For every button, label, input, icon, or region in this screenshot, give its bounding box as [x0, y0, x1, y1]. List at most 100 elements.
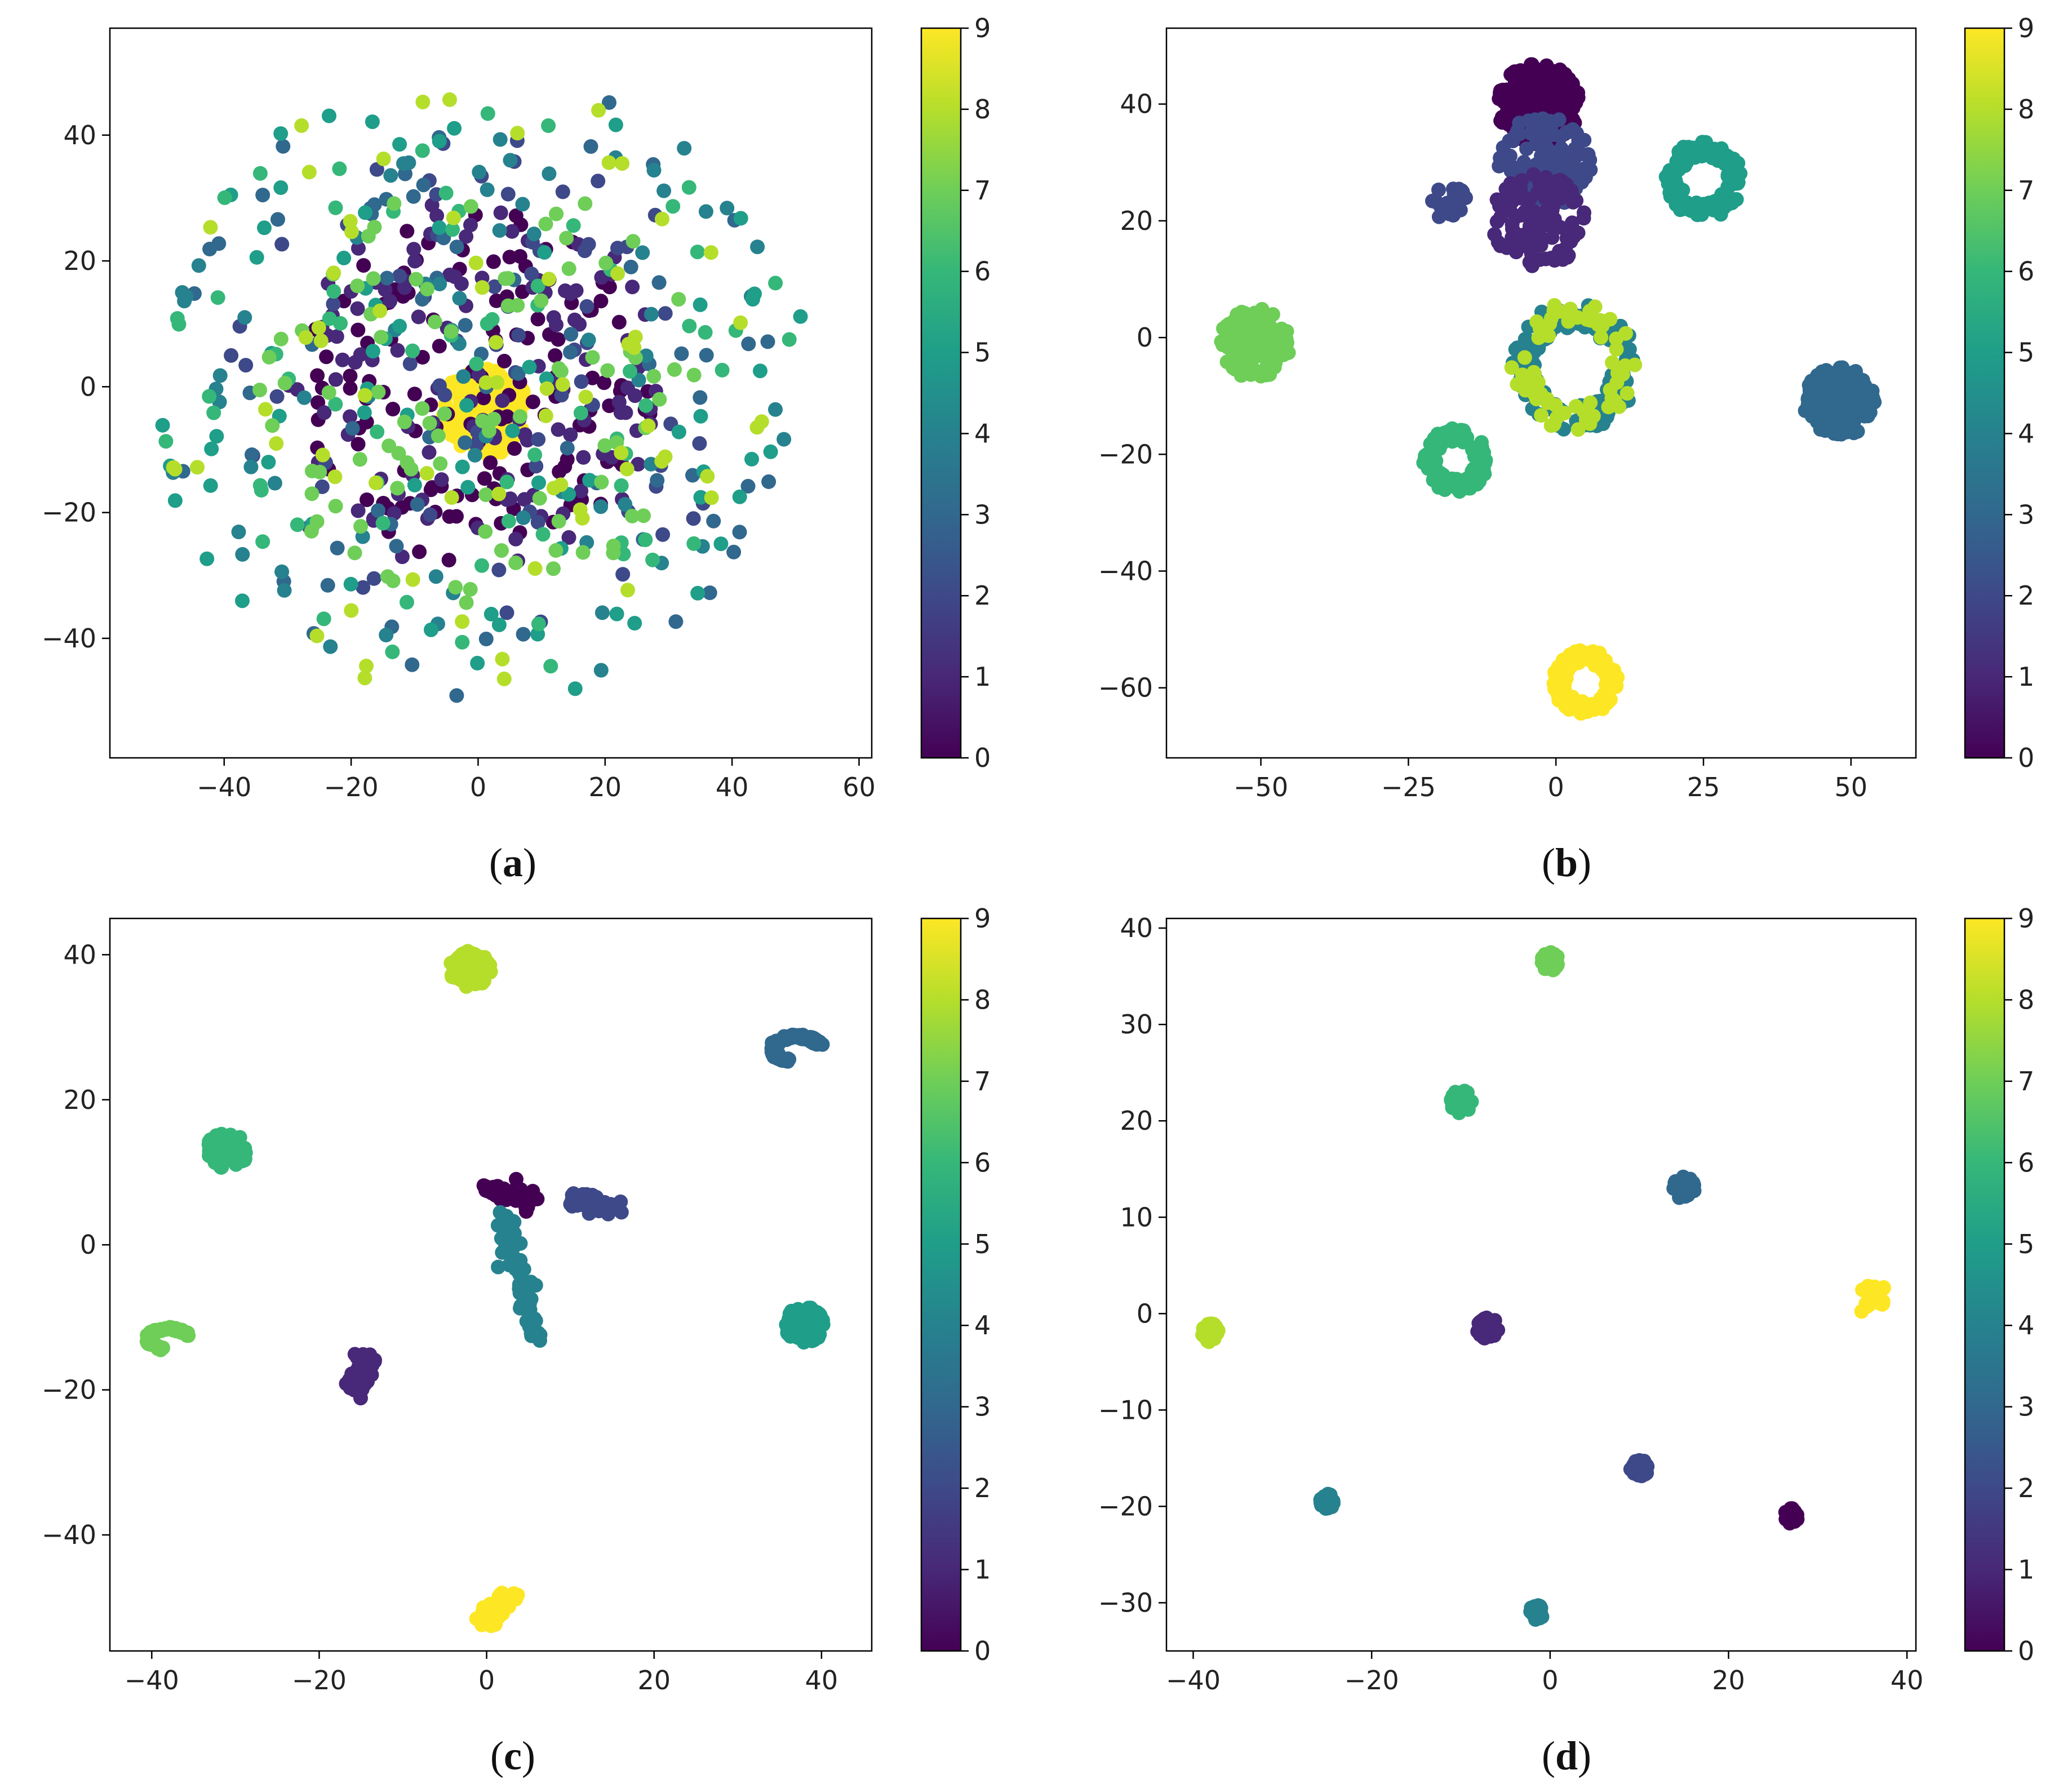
data-point	[224, 348, 239, 363]
data-point	[304, 486, 320, 501]
data-point	[1265, 307, 1280, 322]
data-point	[777, 432, 792, 447]
data-point	[1814, 364, 1830, 379]
panel-b-x-ticks: −50 −25 0 25 50	[1234, 758, 1867, 802]
data-point	[502, 250, 517, 265]
data-point	[538, 409, 553, 423]
data-point	[458, 318, 473, 333]
data-point	[360, 492, 374, 507]
data-point	[203, 478, 218, 493]
data-point	[726, 544, 742, 560]
colorbar-tick-label: 5	[2018, 1229, 2034, 1259]
data-point	[449, 239, 464, 255]
data-point	[1431, 183, 1446, 197]
data-point	[317, 405, 332, 420]
data-point	[235, 547, 250, 562]
data-point	[1523, 57, 1538, 72]
colorbar-tick-label: 4	[2018, 418, 2034, 449]
colorbar-tick-label: 4	[974, 418, 991, 449]
data-point	[566, 218, 581, 233]
colorbar-tick-label: 9	[2018, 903, 2034, 934]
data-point	[575, 545, 591, 560]
data-point	[499, 605, 514, 620]
data-point	[1579, 704, 1595, 719]
panel-c-plot-frame	[109, 917, 873, 1652]
data-point	[1612, 399, 1627, 414]
data-point	[434, 472, 449, 487]
data-point	[190, 460, 205, 475]
data-point	[329, 329, 344, 344]
panel-b-colorbar-ticks: 0 1 2 3 4 5 6 7 8 9	[2004, 13, 2034, 773]
data-point	[1493, 150, 1508, 166]
x-tick-label: 0	[478, 1665, 495, 1695]
data-point	[614, 445, 629, 460]
data-point	[702, 585, 717, 600]
data-point	[406, 189, 421, 204]
data-point	[706, 513, 721, 529]
data-point	[1493, 209, 1508, 224]
data-point	[429, 208, 445, 223]
data-point	[1561, 72, 1576, 87]
data-point	[495, 393, 510, 408]
data-point	[655, 527, 671, 542]
panel-c-points	[139, 944, 831, 1633]
data-point	[504, 1184, 519, 1200]
panel-c-colorbar	[920, 917, 962, 1652]
data-point	[693, 490, 708, 505]
data-point	[365, 344, 380, 359]
colorbar-tick-label: 0	[974, 743, 991, 773]
data-point	[468, 255, 483, 270]
data-point	[270, 212, 285, 227]
data-point	[1447, 472, 1462, 487]
data-point	[603, 1197, 618, 1212]
colorbar-tick-label: 1	[974, 1555, 991, 1585]
data-point	[1518, 227, 1533, 242]
data-point	[1444, 1092, 1459, 1107]
data-point	[494, 543, 509, 558]
data-point	[1540, 395, 1555, 410]
data-point	[358, 205, 373, 220]
data-point	[1827, 392, 1843, 407]
data-point	[1720, 167, 1736, 183]
data-point	[1529, 392, 1544, 407]
colorbar-tick-label: 2	[974, 1473, 991, 1503]
data-point	[1583, 395, 1598, 410]
data-point	[1560, 663, 1576, 678]
data-point	[419, 466, 434, 481]
data-point	[654, 454, 669, 469]
data-point	[615, 156, 630, 171]
data-point	[433, 456, 448, 471]
data-point	[277, 583, 292, 598]
panel-a-caption: (a)	[489, 840, 536, 885]
colorbar-tick-label: 4	[2018, 1310, 2034, 1340]
data-point	[463, 217, 478, 233]
data-point	[191, 258, 206, 273]
data-point	[392, 318, 407, 334]
data-point	[387, 196, 402, 211]
data-point	[690, 245, 705, 260]
data-point	[1570, 422, 1586, 437]
data-point	[403, 461, 419, 477]
data-point	[510, 1236, 525, 1251]
colorbar-tick-label: 0	[2018, 743, 2034, 773]
y-tick-label: −20	[1098, 439, 1153, 469]
data-point	[353, 347, 368, 362]
data-point	[269, 389, 285, 404]
data-point	[314, 479, 330, 494]
data-point	[548, 543, 564, 558]
data-point	[693, 297, 708, 312]
data-point	[513, 1300, 527, 1316]
data-point	[1546, 303, 1561, 318]
data-point	[627, 616, 642, 631]
data-point	[255, 534, 270, 549]
data-point	[446, 210, 461, 225]
data-point	[625, 234, 641, 249]
data-point	[623, 259, 638, 274]
data-point	[328, 372, 343, 387]
data-point	[274, 564, 290, 579]
colorbar-tick-label: 3	[2018, 1392, 2034, 1422]
data-point	[493, 132, 508, 147]
data-point	[1595, 701, 1610, 716]
data-point	[496, 671, 512, 686]
data-point	[431, 428, 446, 443]
